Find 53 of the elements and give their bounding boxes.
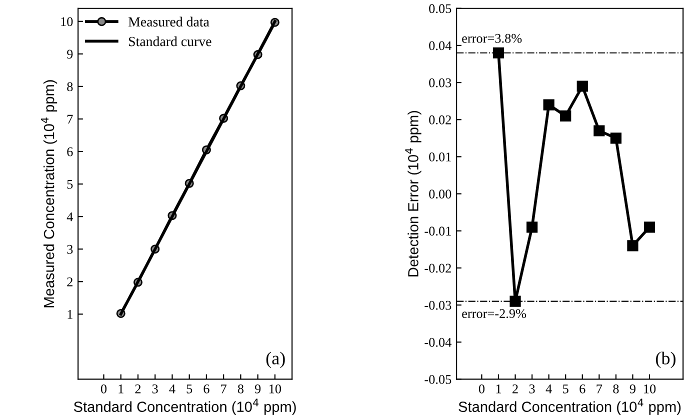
x-tick-label: 2 <box>135 384 141 394</box>
x-tick-label: 3 <box>529 384 535 394</box>
annotation: (a) <box>266 352 285 368</box>
y-tick-label: 8 <box>67 82 73 92</box>
y-tick-label: 0.00 <box>429 190 452 199</box>
x-tick-label: 10 <box>269 384 282 394</box>
y-tick-label: 0.05 <box>429 4 452 14</box>
y-tick-label: 5 <box>67 180 73 189</box>
legend-label: Measured data <box>128 16 210 27</box>
y-tick-label: 0.02 <box>429 115 451 124</box>
x-tick-label: 5 <box>563 384 568 394</box>
y-tick-label: 1 <box>68 310 72 319</box>
x-tick-label: 9 <box>630 384 636 394</box>
x-tick-label: 8 <box>238 384 244 394</box>
y-tick-label: -0.01 <box>424 226 451 236</box>
ref-line-label: error=-2.9% <box>462 309 526 318</box>
x-tick-label: 10 <box>644 384 656 394</box>
y-tick-label: -0.03 <box>424 300 452 310</box>
legend-label: Standard curve <box>128 36 212 46</box>
x-tick-label: 1 <box>496 384 501 394</box>
x-tick-label: 4 <box>169 384 176 394</box>
x-tick-label: 5 <box>186 384 192 394</box>
y-tick-label: 3 <box>67 244 73 254</box>
x-tick-label: 9 <box>254 384 261 394</box>
y-tick-label: 2 <box>67 277 72 286</box>
y-tick-label: 10 <box>61 17 73 26</box>
x-tick-label: 4 <box>546 384 552 394</box>
x-tick-label: 6 <box>204 384 210 394</box>
x-axis-title: Standard Concentration (10$^{4}$ ppm) <box>74 398 296 415</box>
y-tick-label: 0.01 <box>429 152 451 162</box>
y-tick-label: -0.02 <box>424 264 451 273</box>
y-tick-label: -0.04 <box>424 338 452 347</box>
y-tick-label: 6 <box>67 147 73 156</box>
ref-line-label: error=3.8% <box>462 34 522 43</box>
annotation: (b) <box>656 352 676 368</box>
x-tick-label: 7 <box>596 384 602 394</box>
x-tick-label: 7 <box>221 384 226 394</box>
x-tick-label: 1 <box>118 384 124 394</box>
y-tick-label: 0.04 <box>429 41 452 50</box>
y-tick-label: 4 <box>66 212 73 222</box>
y-tick-label: -0.05 <box>424 375 452 384</box>
x-tick-label: 6 <box>580 384 586 394</box>
y-axis-title: Measured Concentration (10$^{4}$ ppm) <box>41 80 58 308</box>
x-tick-label: 8 <box>613 384 619 394</box>
x-tick-label: 0 <box>478 384 484 394</box>
x-tick-label: 2 <box>512 384 518 394</box>
y-axis-title: Detection Error (10$^{4}$ ppm) <box>405 110 422 276</box>
y-tick-label: 0.03 <box>429 78 452 88</box>
y-tick-label: 7 <box>67 114 73 124</box>
x-tick-label: 0 <box>100 384 107 394</box>
x-tick-label: 3 <box>152 384 158 394</box>
y-tick-label: 9 <box>67 50 73 59</box>
x-axis-title: Standard Concentration (10$^{4}$ ppm) <box>458 398 681 415</box>
